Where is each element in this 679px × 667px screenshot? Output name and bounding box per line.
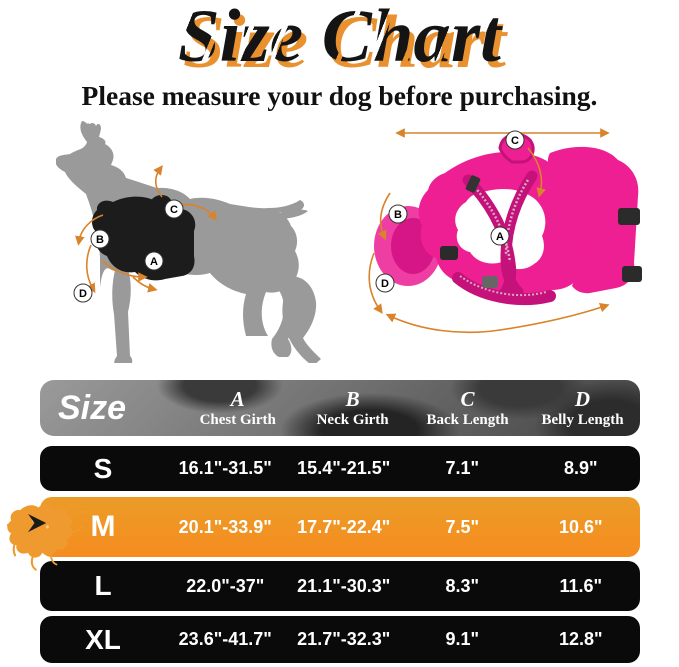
svg-text:A: A xyxy=(496,231,504,243)
svg-text:A: A xyxy=(150,256,158,268)
svg-text:C: C xyxy=(170,204,178,216)
svg-text:D: D xyxy=(381,278,389,290)
svg-text:C: C xyxy=(511,135,519,147)
svg-text:D: D xyxy=(79,288,87,300)
svg-text:B: B xyxy=(394,209,402,221)
svg-text:B: B xyxy=(96,234,104,246)
